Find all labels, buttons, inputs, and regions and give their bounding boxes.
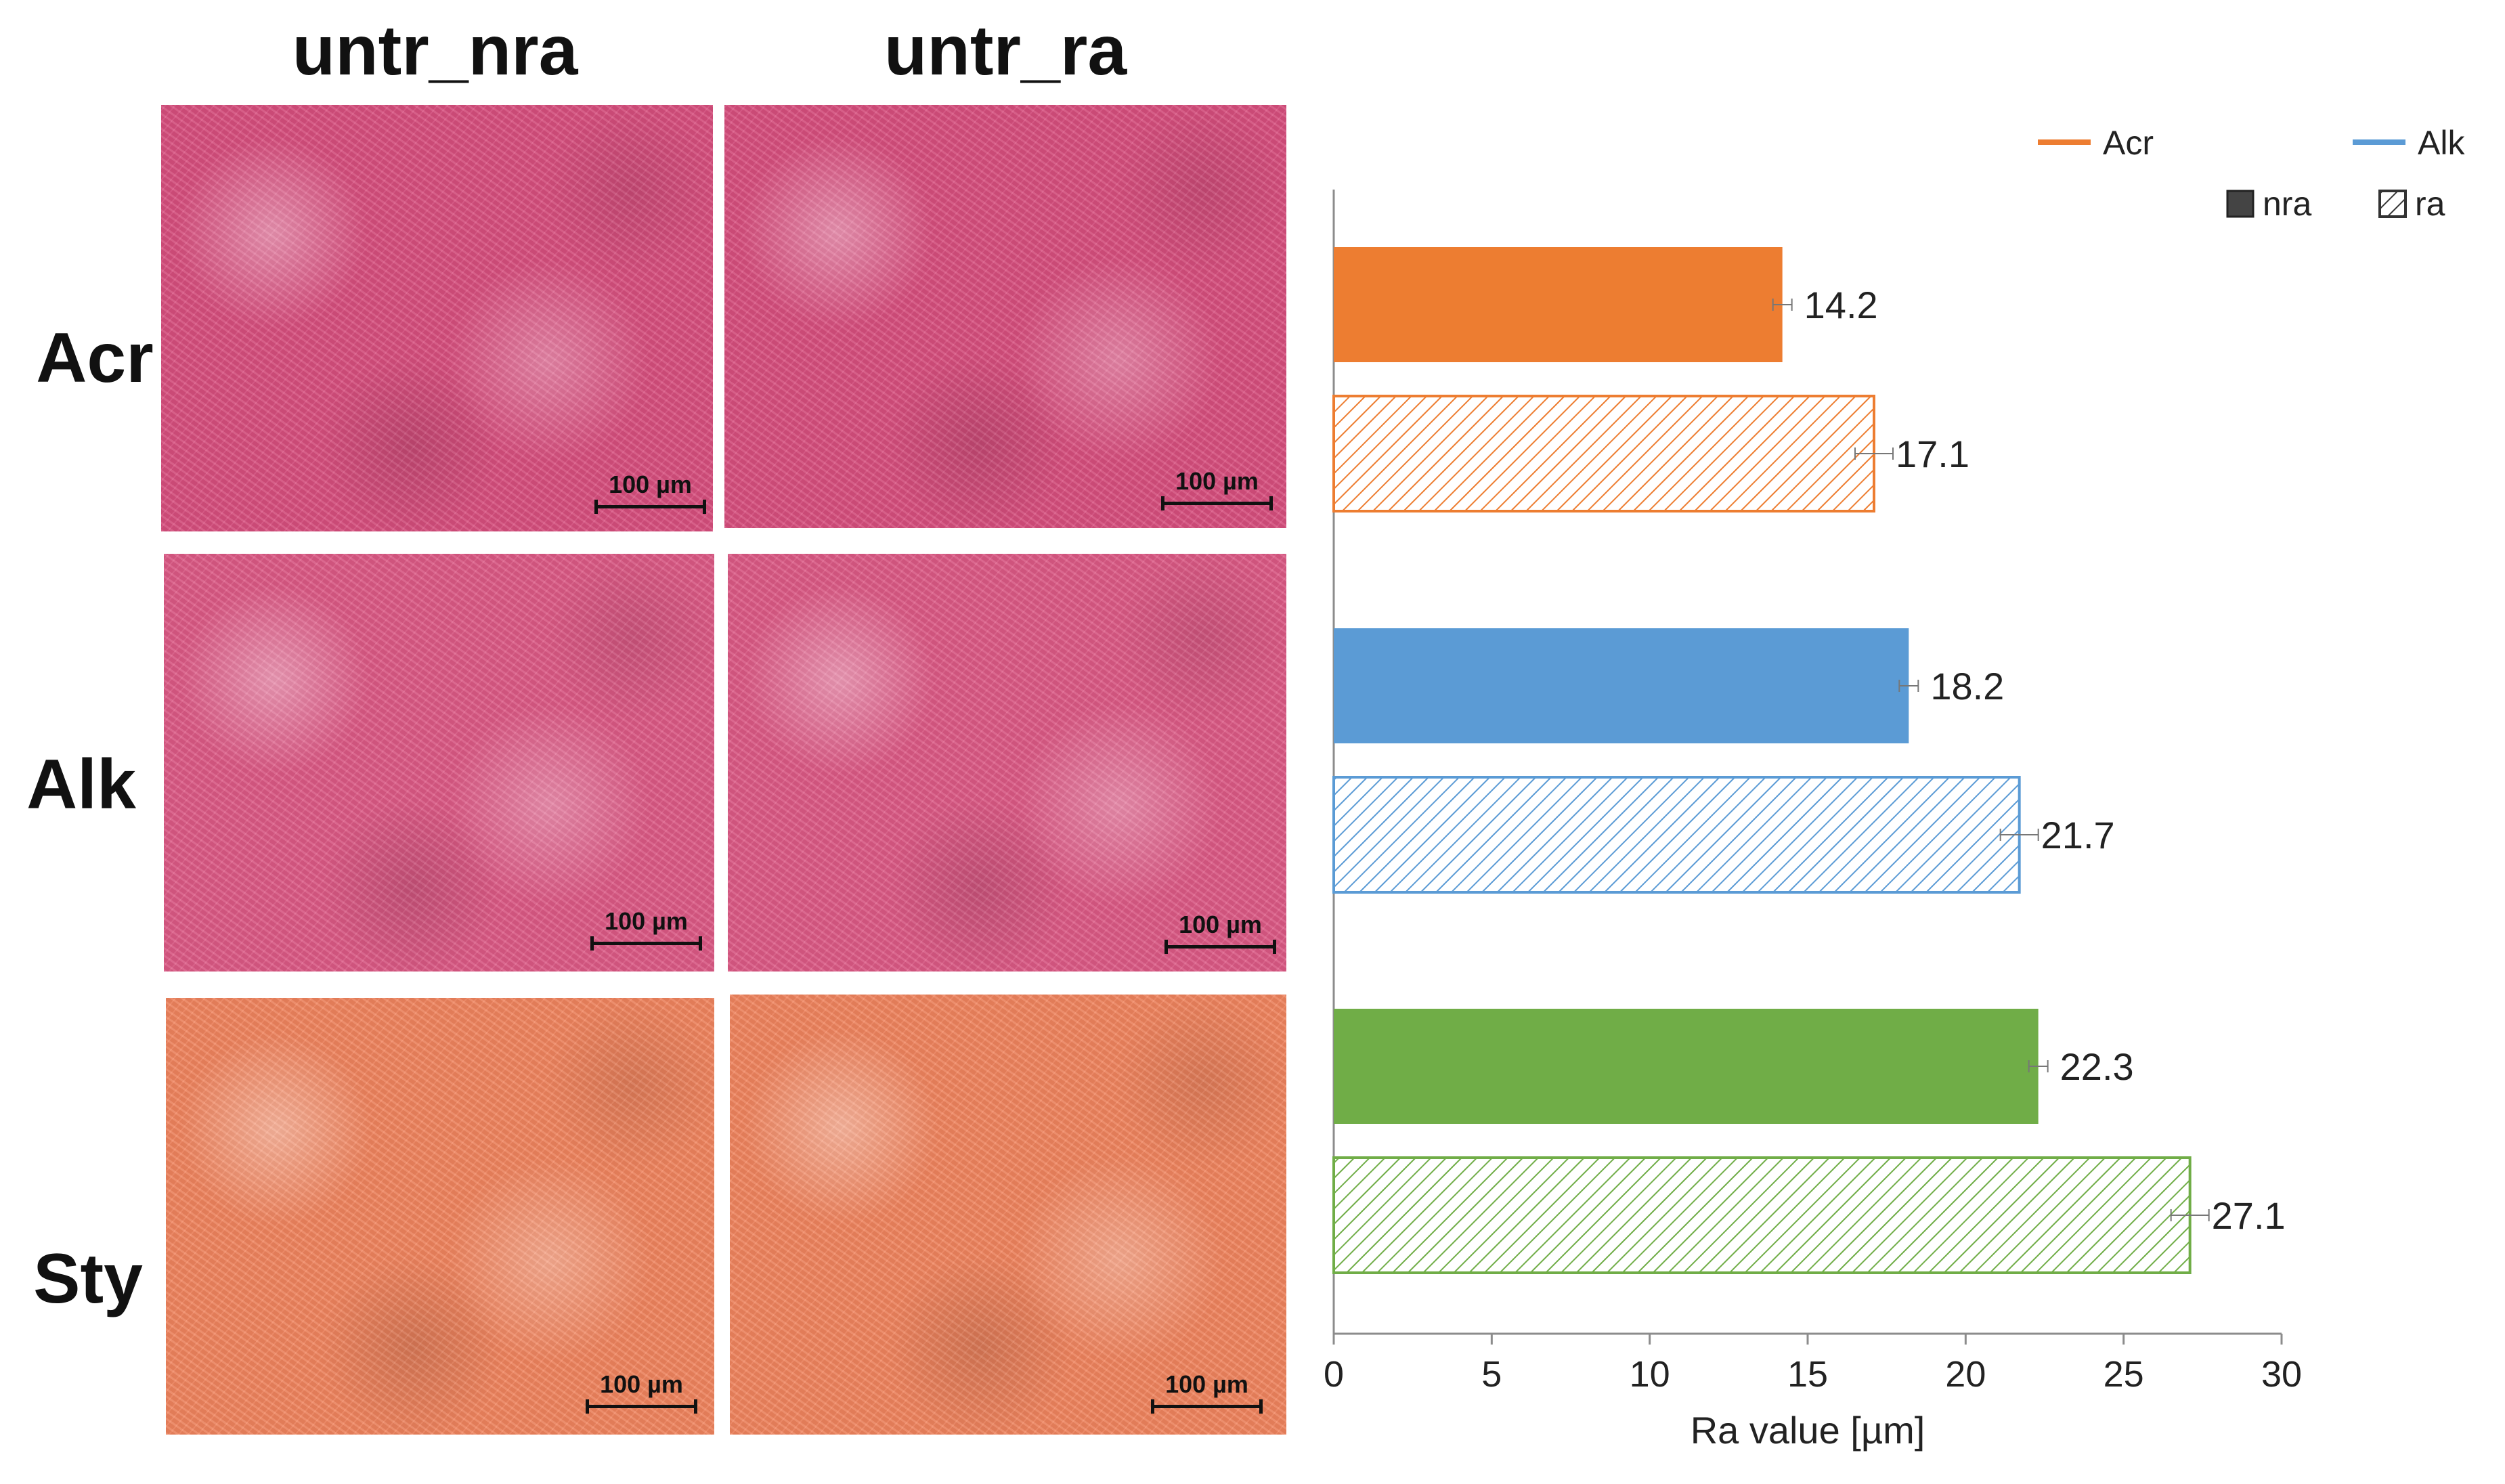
bar-sty-ra bbox=[1332, 1156, 2192, 1274]
scale-bar: 100 µm bbox=[1164, 911, 1276, 958]
scale-bar: 100 µm bbox=[586, 1370, 697, 1418]
scale-bar: 100 µm bbox=[590, 907, 702, 955]
data-label: 22.3 bbox=[2060, 1045, 2134, 1088]
bar-alk-ra bbox=[1332, 776, 2021, 894]
micrograph-acr-untr-nra: 100 µm bbox=[161, 105, 713, 531]
x-tick-label: 20 bbox=[1945, 1354, 1986, 1395]
ra-value-bar-chart: 0 5 10 15 20 25 30 Ra value [µm] 14.2 17.1 18.2 21.… bbox=[1324, 124, 2465, 1452]
legend-label-ra: ra bbox=[2415, 185, 2445, 223]
row-label-acr: Acr bbox=[36, 319, 154, 397]
micrograph-sty-untr-ra: 100 µm bbox=[730, 995, 1286, 1435]
x-tick-label: 25 bbox=[2104, 1354, 2144, 1395]
data-label: 21.7 bbox=[2041, 814, 2115, 856]
row-label-sty: Sty bbox=[33, 1240, 143, 1318]
bar-acr-nra bbox=[1334, 247, 1783, 362]
legend-label-alk: Alk bbox=[2418, 124, 2465, 162]
legend-label-nra: nra bbox=[2263, 185, 2311, 223]
x-axis-title: Ra value [µm] bbox=[1691, 1409, 1925, 1452]
data-label: 14.2 bbox=[1804, 284, 1878, 326]
bar-sty-nra bbox=[1334, 1009, 2039, 1124]
scale-bar: 100 µm bbox=[594, 471, 706, 518]
x-tick-label: 0 bbox=[1324, 1354, 1344, 1395]
data-label: 17.1 bbox=[1896, 433, 1969, 475]
scale-bar: 100 µm bbox=[1161, 467, 1273, 515]
row-label-alk: Alk bbox=[26, 745, 136, 824]
legend-pattern-ra bbox=[2378, 190, 2407, 218]
x-tick-label: 5 bbox=[1481, 1354, 1502, 1395]
column-header-untr-nra: untr_nra bbox=[292, 12, 578, 90]
micrograph-sty-untr-nra: 100 µm bbox=[166, 998, 714, 1435]
bar-acr-ra bbox=[1332, 395, 1875, 512]
x-tick-label: 30 bbox=[2261, 1354, 2302, 1395]
data-label: 18.2 bbox=[1930, 665, 2004, 707]
micrograph-alk-untr-nra: 100 µm bbox=[164, 554, 714, 972]
column-header-untr-ra: untr_ra bbox=[884, 12, 1127, 90]
x-tick-label: 15 bbox=[1787, 1354, 1828, 1395]
micrograph-alk-untr-ra: 100 µm bbox=[728, 554, 1286, 972]
legend-pattern-nra bbox=[2226, 190, 2254, 218]
micrograph-acr-untr-ra: 100 µm bbox=[724, 105, 1286, 528]
x-tick-label: 10 bbox=[1630, 1354, 1670, 1395]
scale-bar: 100 µm bbox=[1151, 1370, 1263, 1418]
legend-label-acr: Acr bbox=[2103, 124, 2154, 162]
data-label: 27.1 bbox=[2212, 1194, 2286, 1237]
bar-alk-nra bbox=[1334, 628, 1909, 743]
